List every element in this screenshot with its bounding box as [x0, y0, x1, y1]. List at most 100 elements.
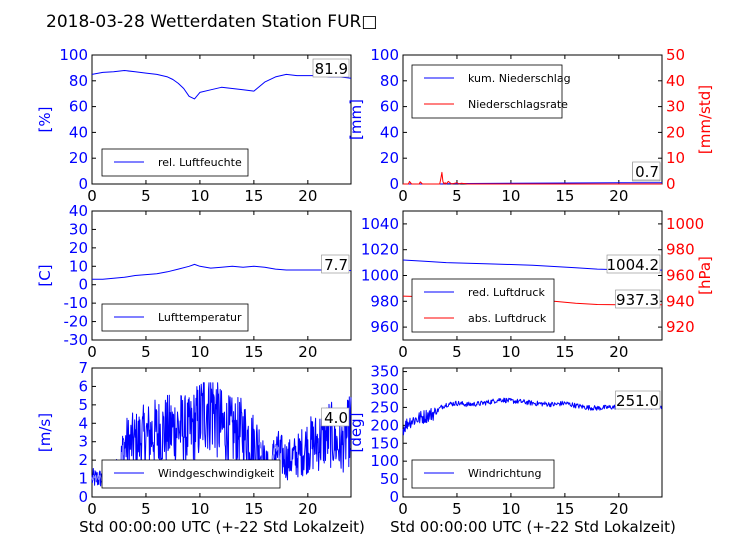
legend-box	[411, 64, 563, 119]
current-value-1: 937.3	[616, 291, 659, 309]
y-tick-label: 1000	[361, 267, 399, 285]
x-tick-label: 15	[244, 343, 263, 361]
y-tick-label: 0	[78, 175, 88, 193]
x-tick-label: 10	[501, 500, 520, 518]
y-tick-label-right: 40	[666, 72, 685, 90]
legend-box	[101, 459, 281, 489]
value-box-0	[321, 407, 350, 427]
y-tick-label: 980	[370, 292, 399, 310]
y-tick-label: 960	[370, 318, 399, 336]
y-tick-label: 10	[69, 257, 88, 275]
y-tick-label: 40	[69, 202, 88, 220]
current-value-1: 0.7	[635, 163, 659, 181]
series-line-0	[403, 182, 662, 185]
y-axis-label: [C]	[36, 264, 54, 286]
x-tick-label: 5	[141, 187, 151, 205]
x-tick-label: 20	[609, 343, 628, 361]
y-axis-label-right: [mm/std]	[696, 85, 714, 154]
x-tick-label: 20	[298, 187, 317, 205]
y-tick-label-right: 920	[666, 318, 695, 336]
y-tick-label: 0	[389, 488, 399, 506]
value-box-1	[632, 161, 661, 181]
figure-title: 2018-03-28 Wetterdaten Station FUR□	[46, 12, 377, 32]
current-value-0: 251.0	[616, 392, 659, 410]
y-tick-label: 2	[78, 451, 88, 469]
y-tick-label: 80	[69, 72, 88, 90]
y-tick-label: 1040	[361, 215, 399, 233]
x-tick-label: 0	[87, 343, 97, 361]
y-tick-label: 20	[380, 149, 399, 167]
y-tick-label: 100	[370, 452, 399, 470]
y-tick-label-right: 50	[666, 46, 685, 64]
y-tick-label: 1	[78, 470, 88, 488]
y-tick-label: 80	[380, 72, 399, 90]
y-tick-label: 60	[380, 98, 399, 116]
y-tick-label: 6	[78, 377, 88, 395]
x-tick-label: 10	[190, 187, 209, 205]
x-tick-label: 0	[398, 187, 408, 205]
y-tick-label: 50	[380, 470, 399, 488]
legend-box	[411, 459, 555, 489]
y-tick-label-right: 980	[666, 241, 695, 259]
x-axis-label-right: Std 00:00:00 UTC (+-22 Std Lokalzeit)	[390, 518, 676, 536]
current-value-0: 7.7	[324, 256, 348, 274]
y-tick-label-right: 940	[666, 292, 695, 310]
x-tick-label: 5	[452, 343, 462, 361]
value-box-1	[615, 289, 661, 309]
x-tick-label: 0	[87, 500, 97, 518]
x-tick-label: 10	[501, 187, 520, 205]
x-tick-label: 0	[87, 187, 97, 205]
current-value-0: 4.0	[324, 409, 348, 427]
x-tick-label: 10	[190, 343, 209, 361]
current-value-0: 1004.2	[607, 256, 660, 274]
series-line-0	[91, 70, 352, 100]
y-axis-label-right: [hPa]	[696, 256, 714, 295]
y-tick-label: 40	[380, 123, 399, 141]
y-axis-label: [mm]	[347, 99, 365, 140]
y-tick-label: 150	[370, 434, 399, 452]
y-tick-label: 100	[59, 46, 88, 64]
x-axis-label-left: Std 00:00:00 UTC (+-22 Std Lokalzeit)	[79, 518, 365, 536]
panel-wind_speed: 0 5 10 15 2001234567[m/s]Windgeschwindigkeit…	[36, 359, 352, 518]
x-tick-label: 15	[244, 187, 263, 205]
y-tick-label: 7	[78, 359, 88, 377]
y-tick-label: 40	[69, 123, 88, 141]
y-tick-label: 3	[78, 433, 88, 451]
value-box-0	[615, 390, 661, 410]
legend-label-0: Windrichtung	[468, 467, 541, 480]
value-box-0	[606, 254, 661, 274]
x-tick-label: 20	[609, 187, 628, 205]
x-tick-label: 10	[190, 500, 209, 518]
x-tick-label: 20	[298, 500, 317, 518]
x-tick-label: 15	[555, 500, 574, 518]
y-tick-label: 5	[78, 396, 88, 414]
y-tick-label: -20	[64, 313, 89, 331]
panel-pressure: 0 5 10 15 20 960 980 1000 1020 1040 920 940 960 980 10…	[361, 210, 714, 361]
current-value-0: 81.9	[315, 60, 348, 78]
panel-wind_direction: 0 5 10 15 20050100150200250300350[deg]Windri…	[347, 363, 663, 518]
y-tick-label: -30	[64, 331, 89, 349]
y-tick-label: 4	[78, 414, 88, 432]
y-tick-label: 250	[370, 398, 399, 416]
panel-humidity: 0 5 10 15 20 0 20 40 60 80 100 [%] rel. Luftfeuchte 8…	[36, 46, 352, 205]
x-tick-label: 20	[609, 500, 628, 518]
y-tick-label-right: 20	[666, 123, 685, 141]
y-axis-label: [m/s]	[36, 413, 54, 452]
series-line-1	[403, 171, 662, 185]
x-tick-label: 15	[555, 187, 574, 205]
y-tick-label: 100	[370, 46, 399, 64]
y-tick-label-right: 960	[666, 267, 695, 285]
x-tick-label: 20	[298, 343, 317, 361]
value-box-0	[312, 58, 350, 78]
x-tick-label: 0	[398, 500, 408, 518]
y-tick-label: 60	[69, 98, 88, 116]
legend-box	[411, 278, 555, 333]
legend-label-1: Niederschlagsrate	[468, 98, 568, 111]
y-tick-label: 30	[69, 220, 88, 238]
x-tick-label: 0	[398, 343, 408, 361]
y-tick-label-right: 1000	[666, 215, 704, 233]
x-tick-label: 10	[501, 343, 520, 361]
legend-label-0: Lufttemperatur	[158, 311, 242, 324]
legend-label-0: kum. Niederschlag	[468, 72, 571, 85]
